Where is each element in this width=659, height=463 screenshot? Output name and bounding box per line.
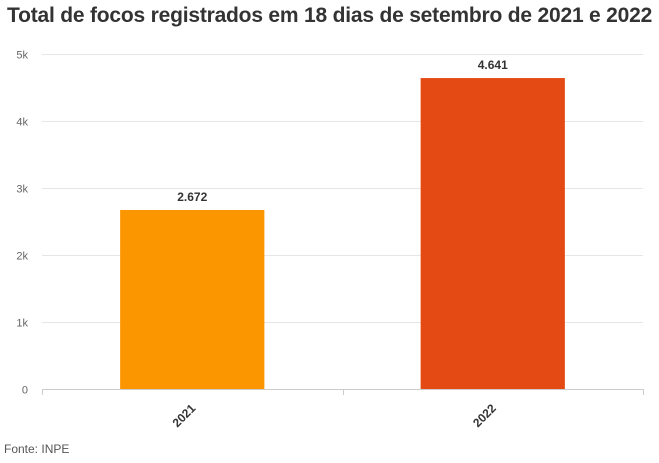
- y-tick-label: 4k: [16, 117, 28, 129]
- y-tick-label: 1k: [16, 318, 28, 330]
- x-tick-label-2021: 2021: [170, 401, 199, 430]
- bar-2021[interactable]: [120, 209, 265, 389]
- x-tick-label-2022: 2022: [470, 401, 499, 430]
- source-note: Fonte: INPE: [4, 442, 70, 456]
- y-tick-label: 2k: [16, 251, 28, 263]
- labels: 0 1k 2k 3k 4k 5k 2.672 2021 4.641 2022: [16, 50, 508, 431]
- chart-title: Total de focos registrados em 18 dias de…: [7, 4, 653, 27]
- y-tick-label: 3k: [16, 184, 28, 196]
- y-tick-label: 0: [22, 385, 28, 397]
- bars: [120, 78, 565, 389]
- data-label-2022: 4.641: [478, 58, 508, 72]
- data-label-2021: 2.672: [177, 190, 207, 204]
- y-tick-label: 5k: [16, 50, 28, 62]
- bar-2022[interactable]: [420, 78, 565, 389]
